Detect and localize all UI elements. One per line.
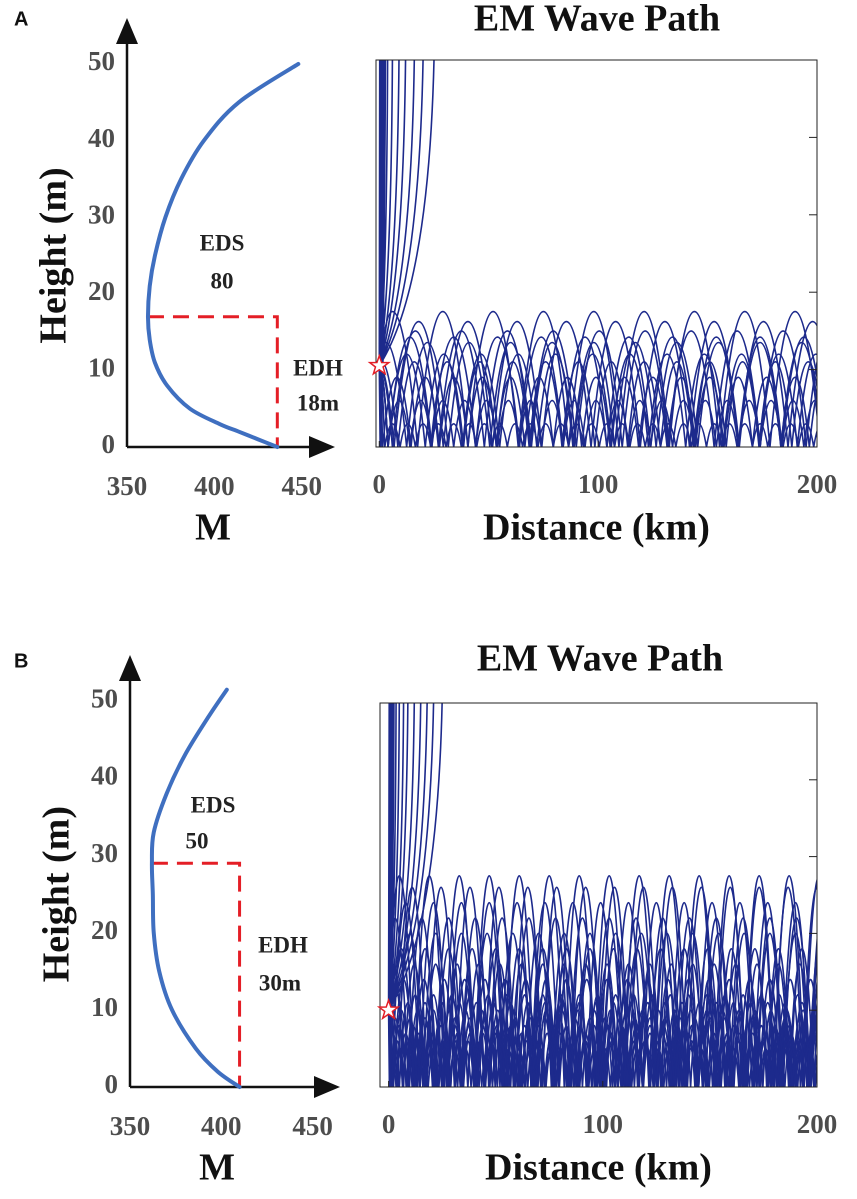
x-tick-label: 400 xyxy=(194,471,235,501)
annotation: 80 xyxy=(211,268,234,293)
trapped-ray xyxy=(378,330,817,447)
annotation: EDH xyxy=(293,355,343,380)
trapped-ray xyxy=(387,886,817,1087)
x-tick-label: 400 xyxy=(201,1111,242,1141)
escaping-rays xyxy=(378,60,435,447)
trapped-ray xyxy=(387,978,817,1087)
y-tick-label: 40 xyxy=(91,761,118,791)
x-tick-label: 350 xyxy=(110,1111,151,1141)
x-tick-label: 200 xyxy=(797,469,838,499)
trapped-ray xyxy=(387,874,817,1087)
y-tick-label: 10 xyxy=(88,353,115,383)
trapped-ray xyxy=(387,963,817,1087)
y-tick-label: 20 xyxy=(88,276,115,306)
x-arrow xyxy=(314,1076,340,1098)
duct-line xyxy=(151,861,242,1087)
y-tick-label: 30 xyxy=(88,199,115,229)
trapped-ray xyxy=(387,1010,817,1087)
chart-title: EM Wave Path xyxy=(474,0,720,40)
plot-frame xyxy=(375,59,818,448)
x-tick-label: 0 xyxy=(382,1109,396,1139)
trapped-ray xyxy=(378,336,817,447)
trapped-ray xyxy=(387,1010,817,1087)
y-tick-label: 30 xyxy=(91,838,118,868)
trapped-ray xyxy=(378,341,817,447)
y-tick-label: 0 xyxy=(105,1069,119,1099)
panel-label: A xyxy=(14,8,28,30)
annotation: 50 xyxy=(186,828,209,853)
duct-line xyxy=(147,315,279,447)
source-star xyxy=(376,997,401,1021)
y-tick-label: 10 xyxy=(91,992,118,1022)
source-star xyxy=(367,353,391,376)
x-tick-label: 100 xyxy=(578,469,619,499)
y-arrow xyxy=(116,18,138,44)
x-tick-label: 450 xyxy=(292,1111,333,1141)
x-arrow xyxy=(309,436,335,458)
plot-frame xyxy=(379,702,818,1088)
x-axis-label: M xyxy=(199,1147,235,1189)
x-axis-label: Distance (km) xyxy=(483,507,710,549)
annotation: EDH xyxy=(258,932,308,957)
escaping-rays xyxy=(387,703,443,1087)
m-profile-line xyxy=(145,61,301,449)
y-axis-label: Height (m) xyxy=(33,167,75,343)
annotation: EDS xyxy=(200,230,245,255)
chart-title: EM Wave Path xyxy=(477,638,723,680)
rays xyxy=(378,60,817,447)
x-tick-label: 350 xyxy=(107,471,148,501)
y-tick-label: 0 xyxy=(102,429,116,459)
y-tick-label: 50 xyxy=(91,683,118,713)
rays xyxy=(387,703,817,1087)
y-tick-label: 50 xyxy=(88,46,115,76)
m-profile-line xyxy=(149,687,242,1089)
x-tick-label: 450 xyxy=(282,471,323,501)
x-axis-label: M xyxy=(195,507,231,549)
y-axis-label: Height (m) xyxy=(36,806,78,982)
annotation: EDS xyxy=(191,792,236,817)
trapped-ray xyxy=(378,320,817,447)
annotation: 30m xyxy=(259,970,301,995)
y-tick-label: 40 xyxy=(88,123,115,153)
x-tick-label: 200 xyxy=(797,1109,838,1139)
x-axis-label: Distance (km) xyxy=(485,1147,712,1189)
x-tick-label: 0 xyxy=(373,469,387,499)
trapped-ray xyxy=(378,364,817,447)
annotation: 18m xyxy=(297,390,339,415)
x-tick-label: 100 xyxy=(583,1109,624,1139)
y-arrow xyxy=(119,655,141,681)
trapped-ray xyxy=(378,364,817,447)
panel-label: B xyxy=(14,650,28,672)
y-tick-label: 20 xyxy=(91,915,118,945)
trapped-ray xyxy=(378,310,817,447)
